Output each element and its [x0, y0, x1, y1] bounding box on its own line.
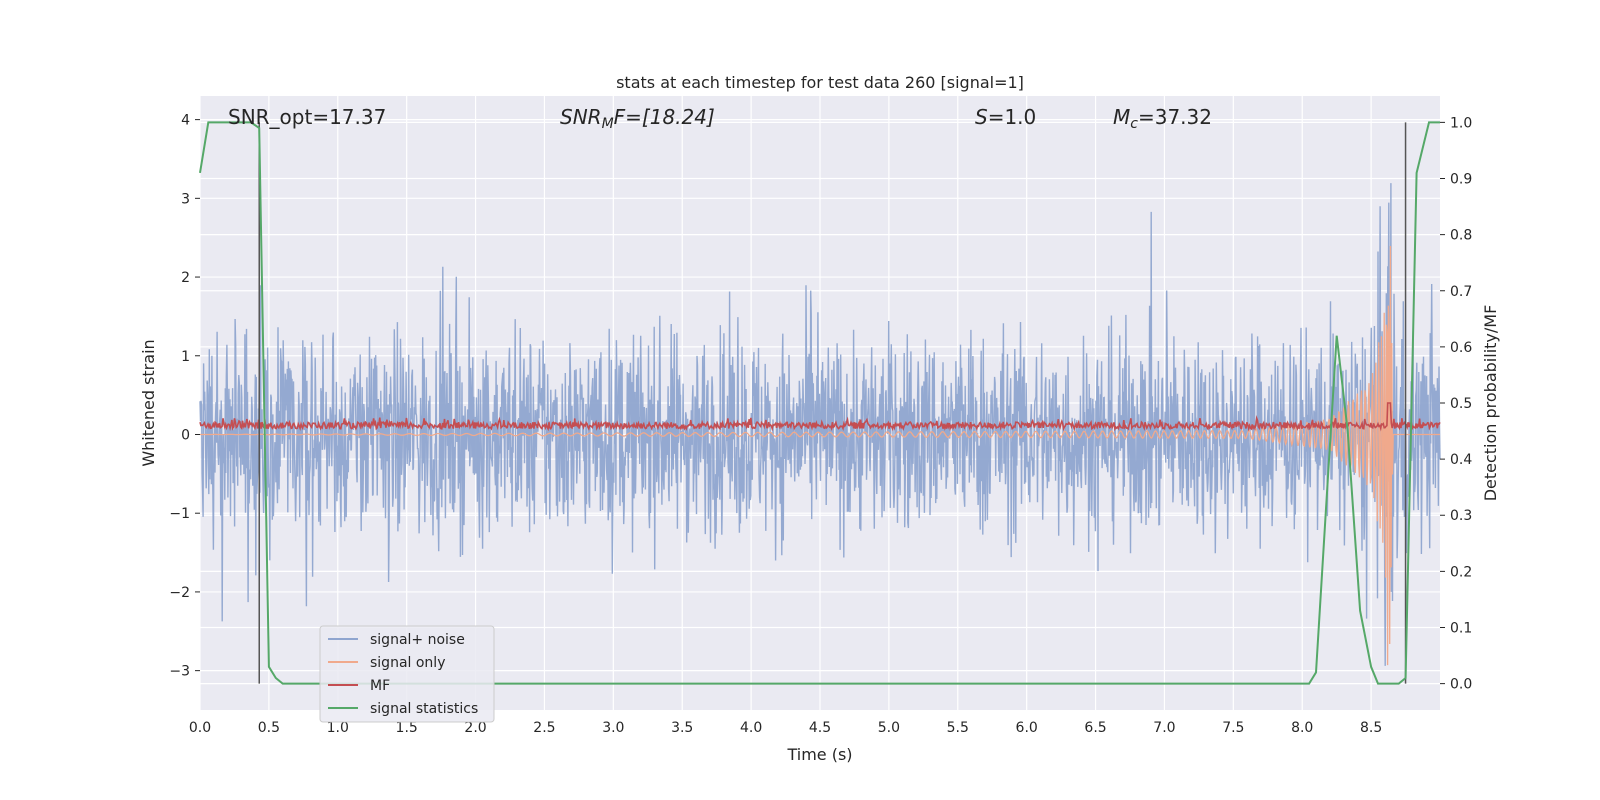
x-tick-label: 4.0: [740, 720, 762, 736]
x-tick-label: 8.0: [1291, 720, 1313, 736]
x-tick-label: 7.5: [1222, 720, 1244, 736]
y-tick-label: −3: [169, 664, 190, 680]
x-tick-label: 6.0: [1016, 720, 1038, 736]
y2-tick-label: 0.2: [1450, 564, 1472, 580]
legend-label-signal-only: signal only: [370, 655, 445, 671]
y2-axis-label: Detection probability/MF: [1481, 305, 1500, 502]
vertical-markers: [258, 122, 1407, 684]
mf-series: [199, 402, 1441, 432]
y2-tick-label: 0.3: [1450, 508, 1472, 524]
x-tick-label: 3.5: [671, 720, 693, 736]
legend-label-signal-statistics: signal statistics: [370, 701, 478, 717]
y-tick-label: −2: [169, 585, 190, 601]
x-tick-label: 5.0: [878, 720, 900, 736]
annotation-snr-mf-rest: F=[18.24]: [614, 105, 715, 129]
y2-tick-label: 0.7: [1450, 284, 1472, 300]
legend-box: [319, 625, 495, 723]
annotation-s: S=1.0: [975, 105, 1036, 129]
x-tick-label: 0.5: [258, 720, 280, 736]
legend: signal+ noise signal only MF signal stat…: [319, 625, 495, 723]
y2-tick-label: 0.8: [1450, 228, 1472, 244]
annotation-mc-base: M: [1113, 105, 1130, 129]
y-tick-label: 3: [181, 191, 190, 207]
y2-tick-label: 0.1: [1450, 620, 1472, 636]
x-tick-label: 8.5: [1360, 720, 1382, 736]
x-tick-label: 7.0: [1153, 720, 1175, 736]
annotation-snr-mf: SNRMF=[18.24]: [560, 105, 715, 132]
mf-line: [199, 402, 1441, 432]
annotation-mc-rest: =37.32: [1138, 105, 1212, 129]
signal-noise-line: [199, 183, 1441, 666]
x-tick-label: 1.5: [396, 720, 418, 736]
annotation-snr-mf-sub: M: [602, 116, 614, 132]
chart-title: stats at each timestep for test data 260…: [616, 73, 1024, 92]
x-tick-label: 6.5: [1084, 720, 1106, 736]
y-tick-label: −1: [169, 506, 190, 522]
y-tick-label: 0: [181, 427, 190, 443]
y2-tick-label: 0.5: [1450, 396, 1472, 412]
x-axis-ticks: 0.0 0.5 1.0 1.5 2.0 2.5 3.0 3.5 4.0 4.5 5.0 5.5 6.0 6…: [189, 720, 1382, 736]
annotation-s-rest: =1.0: [988, 105, 1037, 129]
x-tick-label: 1.0: [327, 720, 349, 736]
legend-label-signal-noise: signal+ noise: [370, 632, 465, 648]
y-axis-ticks: −3 −2 −1 0 1 2 3 4: [169, 113, 200, 680]
annotation-s-base: S: [975, 105, 988, 129]
x-tick-label: 2.0: [464, 720, 486, 736]
x-tick-label: 5.5: [947, 720, 969, 736]
y2-tick-label: 0.9: [1450, 172, 1472, 188]
y-tick-label: 1: [181, 349, 190, 365]
y2-tick-label: 0.0: [1450, 677, 1472, 693]
y-tick-label: 2: [181, 270, 190, 286]
x-tick-label: 2.5: [533, 720, 555, 736]
legend-label-mf: MF: [370, 678, 390, 694]
x-tick-label: 0.0: [189, 720, 211, 736]
annotation-mc: Mc=37.32: [1113, 105, 1212, 132]
annotation-mc-sub: c: [1130, 116, 1138, 132]
signal-only-series: [200, 245, 1440, 666]
signal-noise-series: [199, 183, 1441, 666]
y2-axis-ticks: 0.0 0.1 0.2 0.3 0.4 0.5 0.6 0.7 0.8 0.9 1.0: [1440, 115, 1472, 693]
x-axis-label: Time (s): [786, 745, 852, 764]
signal-only-line: [200, 245, 1440, 666]
signal-statistics-line: [199, 121, 1440, 685]
y-tick-label: 4: [181, 113, 190, 129]
y2-tick-label: 0.4: [1450, 452, 1472, 468]
x-tick-label: 3.0: [602, 720, 624, 736]
x-tick-label: 4.5: [809, 720, 831, 736]
y2-tick-label: 1.0: [1450, 115, 1472, 131]
annotation-snr-mf-base: SNR: [560, 105, 602, 129]
signal-statistics-series: [199, 121, 1440, 685]
annotation-snr-opt: SNR_opt=17.37: [228, 105, 386, 129]
y2-tick-label: 0.6: [1450, 340, 1472, 356]
y-axis-label: Whitened strain: [139, 339, 158, 466]
